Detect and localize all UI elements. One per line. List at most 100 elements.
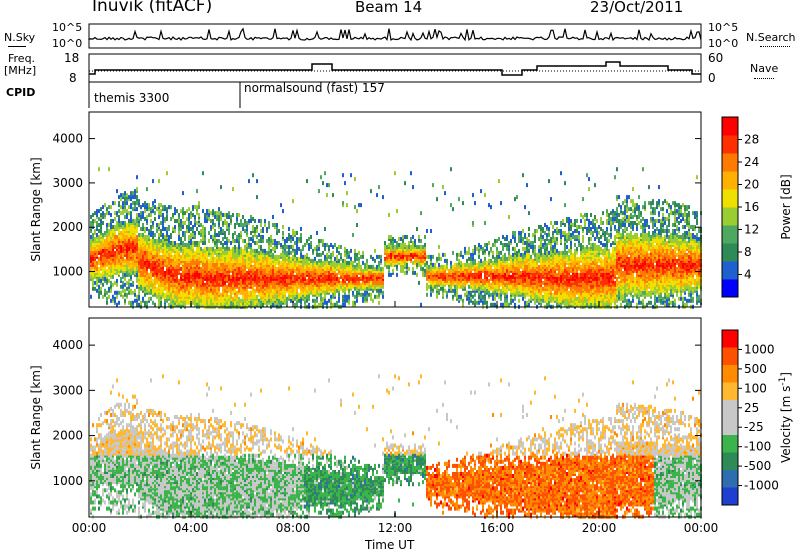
heat-cell: [388, 213, 390, 217]
heat-cell: [236, 217, 238, 221]
heat-cell: [222, 254, 224, 259]
heat-cell: [226, 237, 228, 241]
heat-cell: [126, 246, 128, 251]
heat-cell: [194, 235, 196, 239]
heat-cell: [326, 266, 328, 271]
heat-cell: [192, 300, 194, 305]
heat-cell: [398, 243, 400, 247]
heat-cell: [204, 219, 206, 223]
heat-cell: [298, 237, 300, 241]
heat-cell: [490, 282, 492, 287]
heat-cell: [100, 213, 102, 217]
heat-cell: [328, 254, 330, 259]
heat-cell: [114, 296, 116, 301]
heat-cell: [202, 256, 204, 261]
heat-cell: [340, 284, 342, 289]
heat-cell: [236, 213, 238, 217]
heat-cell: [342, 274, 344, 279]
heat-cell: [288, 237, 290, 241]
heat-cell: [122, 243, 124, 247]
heat-cell: [420, 211, 422, 216]
heat-cell: [120, 276, 122, 281]
heat-cell: [442, 185, 444, 190]
heat-cell: [226, 221, 228, 225]
heat-cell: [308, 266, 310, 271]
heat-cell: [176, 260, 178, 265]
heat-cell: [462, 284, 464, 289]
heat-cell: [476, 262, 478, 267]
heat-cell: [264, 270, 266, 275]
heat-cell: [352, 284, 354, 289]
heat-cell: [292, 276, 294, 281]
heat-cell: [252, 173, 254, 178]
heat-cell: [300, 264, 302, 269]
heat-cell: [238, 262, 240, 267]
station-title: Inuvik (fitACF): [92, 0, 213, 16]
heat-cell: [158, 233, 160, 237]
heat-cell: [444, 264, 446, 269]
heat-cell: [238, 276, 240, 281]
heat-cell: [142, 286, 144, 291]
heat-cell: [112, 225, 114, 229]
heat-cell: [272, 252, 274, 257]
heat-cell: [178, 223, 180, 227]
heat-cell: [412, 235, 414, 239]
heat-cell: [124, 243, 126, 247]
heat-cell: [156, 268, 158, 273]
heat-cell: [280, 203, 282, 208]
heat-cell: [130, 282, 132, 287]
heat-cell: [470, 260, 472, 265]
heat-cell: [180, 219, 182, 223]
heat-cell: [282, 231, 284, 235]
heat-cell: [310, 258, 312, 263]
heat-cell: [368, 270, 370, 275]
heat-cell: [366, 258, 368, 263]
heat-cell: [478, 260, 480, 265]
heat-cell: [320, 258, 322, 263]
heat-cell: [118, 300, 120, 305]
heat-cell: [204, 231, 206, 235]
heat-cell: [94, 237, 96, 241]
heat-cell: [338, 258, 340, 263]
heat-cell: [200, 250, 202, 255]
heat-cell: [394, 245, 396, 249]
heat-cell: [180, 254, 182, 259]
heat-cell: [212, 246, 214, 251]
freq-trace: [89, 61, 701, 76]
heat-cell: [256, 241, 258, 245]
heat-cell: [260, 300, 262, 305]
heat-cell: [476, 246, 478, 251]
heat-cell: [492, 274, 494, 279]
heat-cell: [266, 256, 268, 261]
heat-cell: [306, 252, 308, 257]
heat-cell: [188, 217, 190, 221]
heat-cell: [494, 302, 496, 307]
heat-cell: [276, 231, 278, 235]
heat-cell: [188, 256, 190, 261]
freq-tick-bottom: 8: [69, 71, 77, 85]
heat-cell: [132, 219, 134, 223]
heat-cell: [228, 276, 230, 281]
heat-cell: [390, 235, 392, 239]
heat-cell: [190, 233, 192, 237]
heat-cell: [282, 280, 284, 285]
heat-cell: [114, 235, 116, 239]
heat-cell: [234, 223, 236, 227]
heat-cell: [104, 231, 106, 235]
heat-cell: [108, 211, 110, 216]
heat-cell: [398, 237, 400, 241]
heat-cell: [118, 219, 120, 223]
heat-cell: [368, 292, 370, 297]
heat-cell: [244, 239, 246, 243]
heat-cell: [140, 237, 142, 241]
heat-cell: [432, 254, 434, 259]
heat-cell: [314, 290, 316, 295]
heat-cell: [310, 290, 312, 295]
heat-cell: [282, 225, 284, 229]
heat-cell: [162, 233, 164, 237]
heat-cell: [444, 258, 446, 263]
heat-cell: [232, 187, 234, 192]
heat-cell: [488, 203, 490, 208]
heat-cell: [428, 284, 430, 289]
heat-cell: [352, 290, 354, 295]
